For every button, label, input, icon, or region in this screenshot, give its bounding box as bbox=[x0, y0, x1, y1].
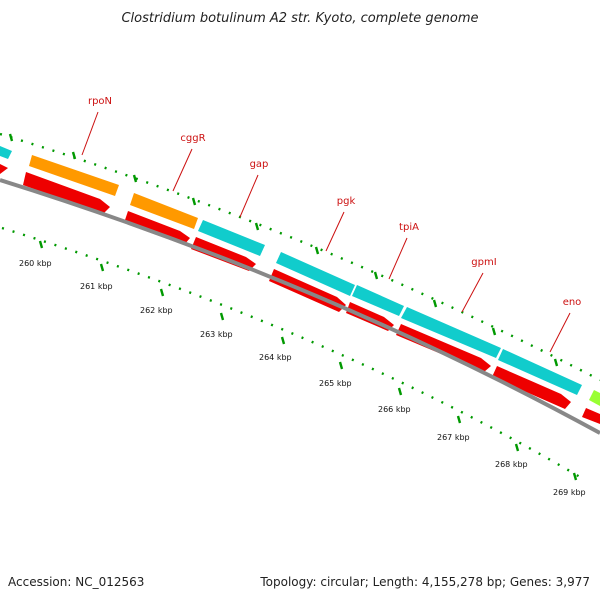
gene-leader-line bbox=[388, 237, 408, 280]
feature-bar-gpmi bbox=[401, 307, 501, 358]
kbp-label: 266 kbp bbox=[378, 405, 411, 414]
major-tick bbox=[99, 263, 105, 272]
cds-arrow-cggr bbox=[124, 211, 190, 245]
kbp-label: 267 kbp bbox=[437, 433, 470, 442]
major-tick bbox=[38, 240, 44, 249]
map-title: Clostridium botulinum A2 str. Kyoto, com… bbox=[121, 11, 478, 26]
feature-bar-pgk bbox=[276, 252, 355, 296]
major-tick bbox=[314, 246, 320, 255]
kbp-label: 264 kbp bbox=[259, 353, 292, 362]
feature-bar-eno bbox=[498, 349, 582, 395]
gene-leader-line bbox=[549, 312, 571, 353]
cds-arrow-eno bbox=[492, 366, 571, 409]
major-tick bbox=[397, 387, 403, 396]
kbp-label: 263 kbp bbox=[200, 330, 233, 339]
kbp-label: 265 kbp bbox=[319, 379, 352, 388]
gene-label-pgk[interactable]: pgk bbox=[337, 196, 356, 207]
accession-text: Accession: NC_012563 bbox=[8, 575, 144, 589]
major-tick bbox=[553, 358, 559, 367]
major-tick bbox=[491, 327, 497, 336]
outer-tick-ring bbox=[0, 132, 600, 382]
major-tick bbox=[8, 133, 14, 142]
gene-labels: rpoN cggR gap pgk tpiA gpmI eno bbox=[81, 96, 582, 353]
gene-label-gap[interactable]: gap bbox=[250, 159, 269, 170]
major-tick bbox=[254, 222, 260, 231]
kbp-labels: 260 kbp 261 kbp 262 kbp 263 kbp 264 kbp 265 k… bbox=[19, 259, 586, 497]
gene-leader-line bbox=[239, 174, 259, 218]
major-tick bbox=[338, 361, 344, 370]
gene-label-eno[interactable]: eno bbox=[563, 297, 582, 308]
feature-bar-tpia bbox=[352, 285, 404, 316]
major-tick bbox=[132, 174, 138, 183]
feature-bar-gap bbox=[198, 220, 265, 256]
cds-arrow bbox=[582, 408, 600, 424]
gene-label-gpmi[interactable]: gpmI bbox=[471, 257, 496, 268]
outer-major-ticks bbox=[8, 133, 559, 367]
major-tick bbox=[456, 415, 462, 424]
major-tick bbox=[159, 288, 165, 297]
gene-label-cggr[interactable]: cggR bbox=[180, 133, 205, 144]
genome-backbone bbox=[0, 178, 600, 435]
major-tick bbox=[514, 443, 520, 452]
inner-major-ticks bbox=[38, 240, 578, 481]
gene-leader-line bbox=[461, 272, 484, 313]
cds-arrow-rpon bbox=[23, 172, 110, 214]
major-tick bbox=[280, 336, 286, 345]
cds-arrow bbox=[0, 164, 8, 174]
major-tick bbox=[432, 299, 438, 308]
kbp-label: 262 kbp bbox=[140, 306, 173, 315]
gene-leader-line bbox=[172, 148, 193, 192]
major-tick bbox=[191, 197, 197, 206]
major-tick bbox=[219, 312, 225, 321]
kbp-label: 269 kbp bbox=[553, 488, 586, 497]
feature-bar-lime bbox=[589, 390, 600, 406]
gene-label-tpia[interactable]: tpiA bbox=[399, 222, 419, 233]
kbp-label: 268 kbp bbox=[495, 460, 528, 469]
feature-bar-rpon bbox=[29, 155, 119, 196]
major-tick bbox=[373, 271, 379, 280]
feature-bar-cyan bbox=[0, 146, 12, 159]
gene-label-rpon[interactable]: rpoN bbox=[88, 96, 112, 107]
kbp-label: 260 kbp bbox=[19, 259, 52, 268]
cds-arrow-gpmi bbox=[396, 324, 491, 372]
gene-leader-line bbox=[325, 211, 345, 252]
kbp-label: 261 kbp bbox=[80, 282, 113, 291]
feature-bar-cggr bbox=[130, 193, 198, 229]
major-tick bbox=[71, 151, 77, 160]
genome-stats-text: Topology: circular; Length: 4,155,278 bp… bbox=[259, 575, 590, 589]
gene-leader-line bbox=[81, 111, 99, 156]
major-tick bbox=[572, 472, 578, 481]
